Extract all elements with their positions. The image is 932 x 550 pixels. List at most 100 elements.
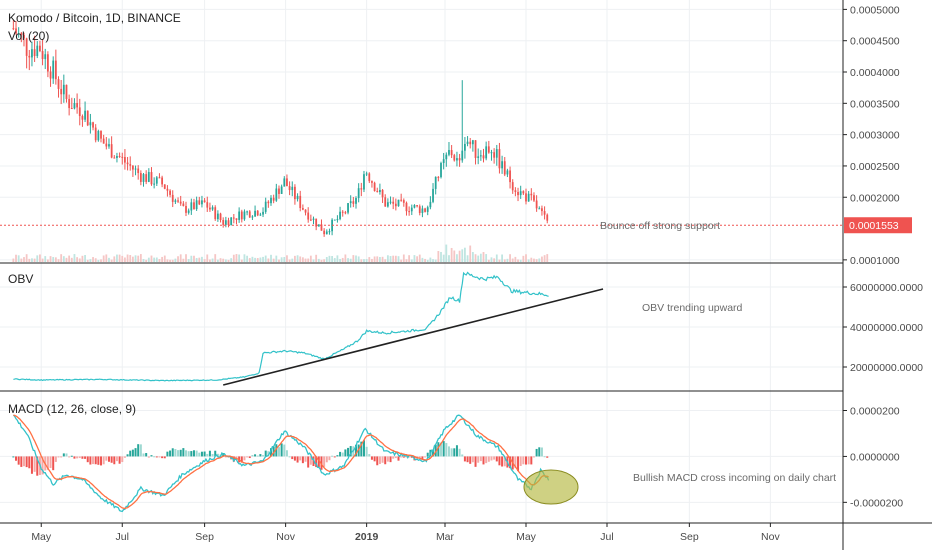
macd-histogram-bar [477, 456, 480, 463]
macd-histogram-bar [331, 455, 334, 457]
volume-bar [400, 259, 403, 262]
volume-bar [129, 255, 132, 262]
volume-bar [543, 255, 546, 262]
candle-body [110, 144, 113, 158]
volume-bar [142, 258, 145, 262]
volume-bar [509, 254, 511, 262]
volume-bar [195, 257, 198, 262]
volume-bar [503, 259, 506, 262]
macd-histogram-bar [517, 456, 520, 471]
candle-body [325, 231, 328, 235]
volume-bar [294, 255, 296, 262]
candle-body [371, 181, 373, 183]
volume-bar [511, 258, 514, 262]
macd-histogram-bar [368, 454, 371, 457]
macd-histogram-bar [121, 456, 124, 463]
volume-bar [485, 254, 488, 262]
volume-bar [360, 259, 363, 262]
volume-bar [150, 255, 153, 262]
y-tick-label: 0.0000200 [850, 406, 900, 418]
macd-histogram-bar [378, 456, 381, 464]
candle-body [466, 141, 469, 144]
candle-body [445, 154, 448, 160]
macd-histogram-bar [360, 441, 363, 457]
macd-pane[interactable] [12, 414, 579, 513]
volume-bar [317, 258, 320, 262]
candle-body [503, 161, 506, 175]
volume-bar [110, 259, 113, 262]
candle-body [84, 110, 86, 120]
obv-axis[interactable]: 60000000.0000 40000000.0000 20000000.0000 [843, 282, 923, 374]
macd-histogram-bar [450, 448, 453, 457]
candle-body [296, 195, 299, 200]
candle-body [379, 189, 381, 193]
macd-histogram-bar [89, 456, 92, 465]
macd-histogram-bar [479, 456, 482, 462]
macd-histogram-bar [20, 456, 23, 467]
macd-histogram-bar [232, 456, 235, 462]
candle-body [240, 211, 243, 220]
volume-bar [171, 259, 174, 262]
volume-bar [232, 254, 235, 262]
candle-body [320, 224, 323, 231]
macd-histogram-bar [240, 456, 243, 463]
macd-histogram-bar [113, 456, 116, 465]
candle-body [25, 38, 28, 56]
volume-bar [546, 254, 549, 262]
volume-bar [519, 259, 522, 262]
macd-histogram-bar [246, 456, 249, 458]
macd-histogram-bar [131, 449, 134, 457]
macd-histogram-bar [254, 454, 257, 457]
macd-histogram-bar [392, 456, 395, 459]
time-axis[interactable]: May Jul Sep Nov 2019 Mar May Jul Sep Nov [31, 523, 780, 543]
macd-histogram-bar [400, 456, 403, 458]
volume-bar [445, 244, 448, 262]
y-tick-label: 0.0002500 [850, 161, 900, 173]
obv-pane[interactable] [13, 271, 604, 386]
candle-body [116, 155, 118, 158]
volume-bar [23, 257, 25, 262]
volume-bar [201, 256, 203, 262]
volume-bar [145, 259, 148, 262]
macd-histogram-bar [277, 447, 280, 457]
candle-body [280, 186, 283, 194]
macd-histogram-bar [373, 456, 376, 462]
volume-bar [477, 255, 480, 262]
macd-histogram-bar [251, 455, 254, 457]
price-axis[interactable]: 0.0005000 0.0004500 0.0004000 0.0003500 0.00… [843, 4, 900, 267]
volume-bar [264, 255, 267, 262]
volume-bar [413, 255, 416, 262]
macd-histogram-bar [110, 456, 113, 463]
volume-bar [163, 255, 166, 262]
price-pane[interactable] [0, 19, 843, 262]
volume-bar [527, 259, 530, 262]
candle-body [278, 188, 280, 194]
volume-bar [108, 257, 110, 262]
candle-body [171, 194, 174, 202]
candle-body [474, 140, 477, 158]
candle-body [402, 200, 405, 203]
macd-histogram-bar [123, 456, 126, 458]
volume-bar [397, 256, 400, 262]
macd-histogram-bar [163, 456, 166, 459]
volume-bar [193, 255, 195, 262]
macd-axis[interactable]: 0.0000200 0.0000000 -0.0000200 [843, 406, 903, 510]
volume-bar [368, 257, 371, 262]
volume-bar [272, 258, 275, 262]
macd-histogram-bar [394, 456, 397, 459]
macd-histogram-bar [185, 450, 188, 457]
chart-title: Komodo / Bitcoin, 1D, BINANCE [8, 11, 181, 25]
macd-histogram-bar [339, 451, 342, 457]
macd-histogram-bar [17, 456, 20, 465]
volume-bar [97, 259, 100, 262]
candle-body [397, 199, 400, 207]
candle-body [482, 155, 485, 159]
candle-body [198, 200, 201, 205]
candle-body [97, 131, 100, 141]
volume-bar [84, 255, 86, 262]
y-tick-label: 0.0004000 [850, 67, 900, 79]
volume-bar [155, 257, 158, 262]
candle-body [426, 207, 429, 212]
volume-bar [344, 254, 347, 262]
